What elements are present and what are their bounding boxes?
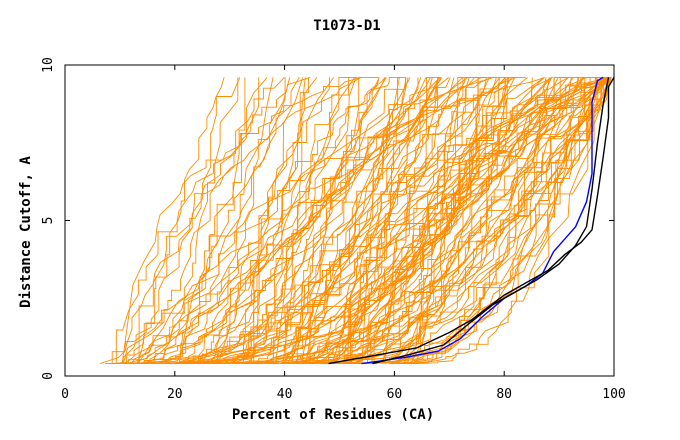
model-curve	[329, 77, 612, 364]
model-curve	[253, 76, 400, 364]
model-curve	[243, 77, 427, 365]
y-tick-label: 5	[41, 217, 56, 225]
model-curve	[385, 77, 513, 364]
highlight-curve-1	[328, 77, 615, 365]
highlight-series-group	[328, 76, 615, 365]
model-curve	[331, 76, 612, 364]
model-curve	[116, 77, 274, 365]
model-curve	[145, 77, 300, 364]
model-curve	[350, 76, 492, 364]
model-curve	[189, 77, 309, 365]
model-curve	[415, 77, 506, 364]
model-curve	[127, 77, 239, 365]
model-curve	[242, 77, 419, 364]
model-curve	[193, 76, 607, 365]
model-curve	[305, 76, 608, 364]
model-curve	[127, 77, 335, 365]
model-curve	[126, 77, 483, 364]
model-curve	[268, 77, 433, 365]
y-axis: 0 5 10	[41, 57, 614, 380]
model-curve	[111, 77, 285, 364]
model-curve	[312, 76, 612, 365]
x-tick-label: 100	[602, 387, 625, 402]
model-curve	[351, 76, 612, 364]
x-tick-label: 0	[61, 387, 69, 402]
model-curve	[289, 77, 516, 365]
model-curve	[384, 77, 612, 364]
model-curve	[235, 77, 406, 364]
background-series-group	[99, 76, 612, 365]
model-curve	[393, 77, 612, 365]
model-curve	[282, 77, 386, 364]
model-curve	[197, 76, 358, 365]
model-curve	[178, 76, 545, 364]
x-tick-label: 60	[387, 387, 403, 402]
chart-title: T1073-D1	[313, 18, 380, 34]
model-curve	[175, 77, 506, 364]
model-curve	[406, 77, 611, 364]
model-curve	[115, 76, 311, 364]
model-curve	[209, 77, 357, 365]
model-curve	[233, 77, 411, 365]
model-curve	[164, 76, 508, 365]
model-curve	[291, 76, 553, 364]
x-tick-label: 20	[167, 387, 183, 402]
model-curve	[127, 77, 464, 364]
x-tick-label: 40	[277, 387, 293, 402]
model-curve	[99, 77, 469, 365]
model-curve	[138, 77, 246, 364]
highlight-curve-2	[372, 77, 610, 365]
model-curve	[396, 77, 490, 364]
model-curve	[130, 77, 449, 364]
model-curve	[296, 77, 451, 364]
model-curve	[286, 76, 593, 364]
model-curve	[138, 77, 362, 364]
model-curve	[285, 77, 380, 364]
highlight-curve-0	[361, 76, 604, 365]
model-curve	[136, 77, 225, 364]
model-curve	[208, 77, 400, 365]
model-curve	[296, 77, 455, 365]
x-tick-label: 80	[496, 387, 512, 402]
model-curve	[207, 77, 350, 364]
x-axis: 0 20 40 60 80 100	[61, 65, 626, 402]
model-curve	[109, 77, 260, 364]
model-curve	[199, 77, 318, 364]
model-curve	[267, 77, 439, 364]
model-curve	[300, 76, 612, 364]
model-curve	[137, 77, 443, 364]
model-curve	[388, 77, 612, 365]
model-curve	[402, 77, 610, 365]
model-curve	[157, 77, 441, 365]
model-curve	[121, 76, 362, 364]
model-curve	[409, 76, 609, 365]
y-tick-label: 0	[41, 372, 56, 380]
model-curve	[159, 77, 510, 365]
model-curve	[302, 77, 553, 364]
model-curve	[354, 77, 612, 364]
y-tick-label: 10	[41, 57, 56, 73]
model-curve	[328, 77, 475, 364]
model-curve	[347, 77, 608, 364]
model-curve	[320, 77, 612, 365]
model-curve	[112, 77, 241, 365]
model-curve	[208, 77, 545, 365]
x-axis-title: Percent of Residues (CA)	[232, 407, 434, 423]
y-axis-title: Distance Cutoff, A	[18, 156, 34, 308]
model-curve	[326, 77, 612, 365]
model-curve	[160, 76, 520, 364]
